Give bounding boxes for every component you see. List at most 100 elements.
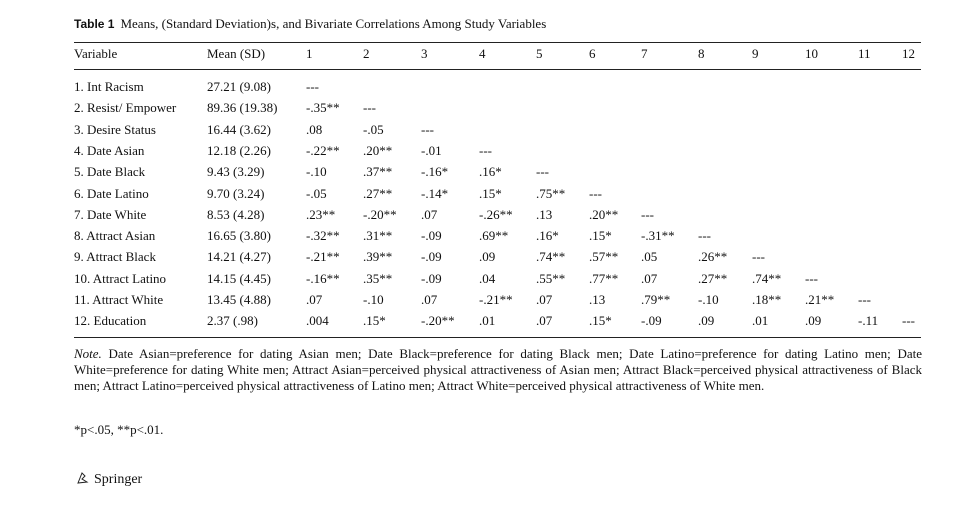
correlation: .15* (589, 228, 612, 244)
mean-sd: 16.44 (3.62) (207, 121, 271, 137)
correlation: .57** (589, 249, 619, 265)
correlation: .004 (306, 313, 329, 329)
correlation: -.20** (421, 313, 455, 329)
table-title: Table 1 Means, (Standard Deviation)s, and… (74, 16, 546, 32)
header-cell: 7 (641, 46, 648, 61)
mean-sd: 12.18 (2.26) (207, 142, 271, 158)
correlation: --- (536, 164, 549, 180)
correlation: .13 (589, 292, 606, 307)
correlation: -.09 (421, 270, 442, 286)
correlation: .09 (479, 249, 496, 265)
correlation: .74** (536, 249, 566, 265)
publisher-logo (77, 472, 89, 484)
correlation: .20** (363, 142, 393, 158)
correlation: -.10 (363, 292, 384, 307)
variable-label: 5. Date Black (74, 164, 146, 180)
correlation: .77** (589, 270, 619, 286)
header-cell: 5 (536, 46, 543, 61)
correlation: .05 (641, 249, 658, 265)
variable-label: 8. Attract Asian (74, 228, 156, 244)
mean-sd: 14.21 (4.27) (207, 249, 271, 265)
variable-label: 4. Date Asian (74, 142, 145, 158)
header-cell: 12 (902, 46, 915, 61)
table-note: Note. Date Asian=preference for dating A… (74, 346, 922, 394)
correlation: -.09 (421, 249, 442, 265)
header-cell: 4 (479, 46, 486, 61)
correlation: .16* (479, 164, 502, 180)
variable-label: 11. Attract White (74, 292, 164, 307)
correlation: .07 (641, 270, 658, 286)
correlation: --- (589, 185, 602, 201)
correlation: --- (363, 100, 376, 116)
correlation: .09 (698, 313, 715, 329)
footnote: *p<.05, **p<.01. (74, 422, 164, 437)
correlation: -.21** (306, 249, 340, 265)
correlation: --- (641, 206, 654, 222)
correlation: .21** (805, 292, 835, 307)
variable-label: 1. Int Racism (74, 79, 144, 94)
correlation: -.01 (421, 142, 442, 158)
variable-label: 3. Desire Status (74, 121, 156, 137)
note-text: Date Asian=preference for dating Asian m… (74, 346, 922, 393)
mean-sd: 9.43 (3.29) (207, 164, 265, 180)
header-cell: Mean (SD) (207, 46, 266, 61)
header-cell: 1 (306, 46, 313, 61)
correlation: -.11 (858, 313, 879, 329)
correlation: .07 (421, 206, 438, 222)
correlation: -.16* (421, 164, 449, 180)
correlation: .07 (306, 292, 323, 307)
correlation: .07 (536, 292, 553, 307)
publisher: Springer (76, 471, 142, 488)
correlation: -.05 (306, 185, 327, 201)
correlation: .18** (752, 292, 782, 307)
mean-sd: 14.15 (4.45) (207, 270, 271, 286)
table-caption: Means, (Standard Deviation)s, and Bivari… (120, 16, 547, 31)
correlation: --- (858, 292, 871, 307)
correlation: -.32** (306, 228, 340, 244)
correlation: .13 (536, 206, 553, 222)
correlation: .69** (479, 228, 509, 244)
table-label: Table 1 (74, 17, 115, 31)
correlation: -.31** (641, 228, 675, 244)
note-label: Note. (74, 346, 102, 361)
correlation: .04 (479, 270, 496, 286)
correlation: .27** (363, 185, 393, 201)
top-rule (74, 42, 921, 43)
bottom-rule (74, 337, 921, 338)
correlation: -.09 (641, 313, 662, 329)
mean-sd: 16.65 (3.80) (207, 228, 271, 244)
correlation: .15* (589, 313, 612, 329)
header-cell: Variable (74, 46, 118, 61)
correlation: -.35** (306, 100, 340, 116)
correlation: .01 (752, 313, 769, 329)
correlation: -.09 (421, 228, 442, 244)
mean-sd: 89.36 (19.38) (207, 100, 278, 116)
mean-sd: 2.37 (.98) (207, 313, 258, 329)
variable-label: 10. Attract Latino (74, 270, 167, 286)
correlation: .23** (306, 206, 336, 222)
correlation: .15* (363, 313, 386, 329)
correlation: .15* (479, 185, 502, 201)
header-rule (74, 69, 921, 70)
correlation: .31** (363, 228, 393, 244)
variable-label: 12. Education (74, 313, 147, 329)
correlation: --- (306, 79, 319, 94)
mean-sd: 27.21 (9.08) (207, 79, 271, 94)
header-cell: 6 (589, 46, 596, 61)
correlation: .20** (589, 206, 619, 222)
correlation: .07 (536, 313, 553, 329)
correlation: --- (698, 228, 711, 244)
mean-sd: 13.45 (4.88) (207, 292, 271, 307)
variable-label: 6. Date Latino (74, 185, 149, 201)
correlation: .09 (805, 313, 822, 329)
correlation: .39** (363, 249, 393, 265)
header-cell: 10 (805, 46, 818, 61)
correlation: -.05 (363, 121, 384, 137)
publisher-name: Springer (94, 472, 143, 487)
correlation: --- (752, 249, 765, 265)
variable-label: 2. Resist/ Empower (74, 100, 177, 116)
correlation: -.22** (306, 142, 340, 158)
correlation: -.26** (479, 206, 513, 222)
correlation: --- (902, 313, 915, 329)
